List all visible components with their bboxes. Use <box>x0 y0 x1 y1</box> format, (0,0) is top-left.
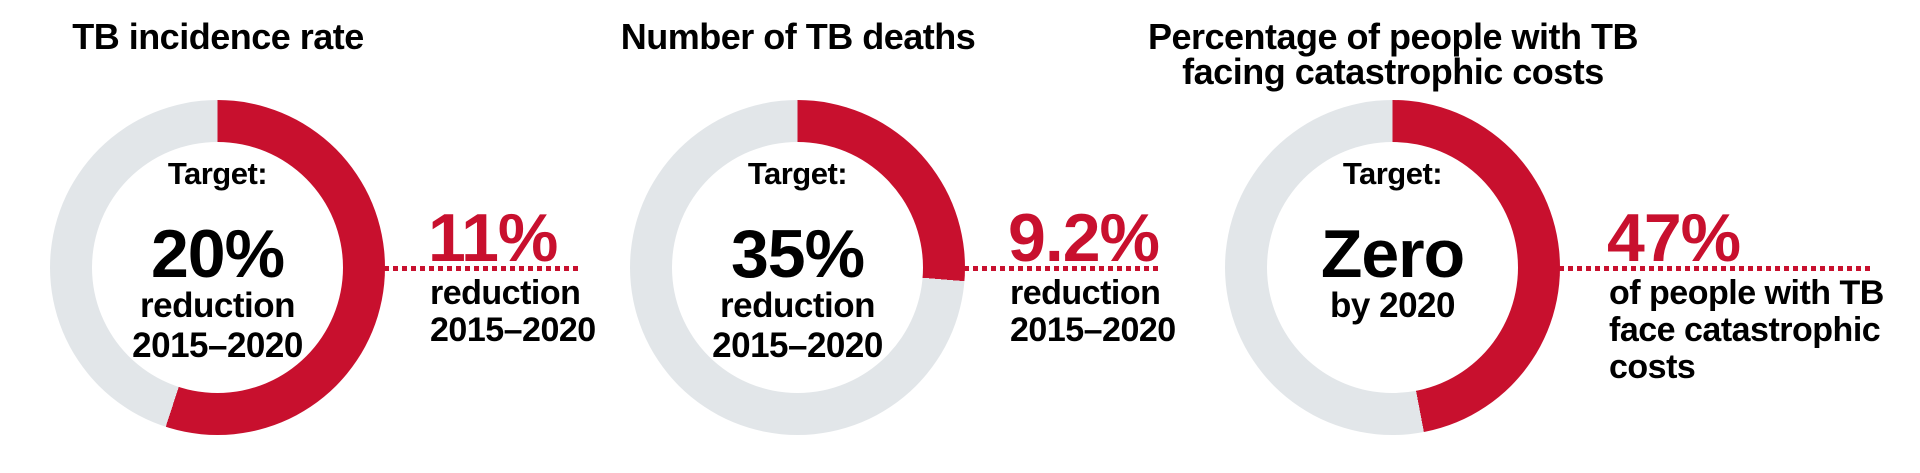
donut-target-value: 35% <box>730 216 865 292</box>
result-detail-line-3: costs <box>1609 348 1696 386</box>
donut-target-detail-line-1: by 2020 <box>1330 286 1455 325</box>
dotted-leader-line <box>1559 266 1871 271</box>
result-detail-line-1: of people with TB <box>1609 274 1884 312</box>
result-value: 11% <box>428 200 558 276</box>
result-detail: reduction 2015–2020 <box>1010 275 1330 349</box>
donut-chart-deaths <box>630 100 965 435</box>
panel-title: Percentage of people with TB facing catas… <box>1093 16 1693 92</box>
donut-target-detail: by 2020 <box>1225 286 1560 326</box>
donut-target-detail-line-2: 2015–2020 <box>712 326 883 365</box>
result-detail: reduction 2015–2020 <box>430 275 750 349</box>
panel-tb-deaths: Number of TB deaths Target: 35% reductio… <box>621 0 1330 473</box>
result-detail-line-2: face catastrophic <box>1609 311 1881 349</box>
donut-chart-catastrophic-costs <box>1225 100 1560 435</box>
donut-hole <box>672 142 923 393</box>
donut-chart-incidence <box>50 100 385 435</box>
donut-target-detail: reduction 2015–2020 <box>50 286 385 366</box>
result-detail-line-2: 2015–2020 <box>1010 311 1176 349</box>
panel-title-line-1: TB incidence rate <box>72 16 364 57</box>
panel-catastrophic-costs: Percentage of people with TB facing catas… <box>1148 0 1920 473</box>
donut-target-label: Target: <box>747 156 848 191</box>
donut-target-label: Target: <box>1342 156 1443 191</box>
donut-target-value: 20% <box>150 216 285 292</box>
result-detail-line-1: reduction <box>430 274 581 312</box>
donut-hole <box>92 142 343 393</box>
result-detail-line-1: reduction <box>1010 274 1161 312</box>
result-value: 47% <box>1607 200 1741 276</box>
panel-tb-incidence-rate: TB incidence rate Target: 20% reduction 2… <box>50 0 750 473</box>
panel-title: TB incidence rate <box>0 16 518 57</box>
donut-target-detail-line-1: reduction <box>140 286 295 325</box>
panel-title-line-1: Percentage of people with TB <box>1147 16 1639 57</box>
donut-hole <box>1267 142 1518 393</box>
panel-title-line-2: facing catastrophic costs <box>1182 51 1604 92</box>
donut-target-detail: reduction 2015–2020 <box>630 286 965 366</box>
dotted-leader-line <box>384 266 582 271</box>
result-value: 9.2% <box>1008 200 1160 276</box>
dotted-leader-line <box>964 266 1162 271</box>
donut-target-label: Target: <box>167 156 268 191</box>
donut-target-value: Zero <box>1320 216 1465 292</box>
panel-title-line-1: Number of TB deaths <box>620 16 976 57</box>
donut-target-detail-line-2: 2015–2020 <box>132 326 303 365</box>
panel-title: Number of TB deaths <box>498 16 1098 57</box>
result-detail-line-2: 2015–2020 <box>430 311 596 349</box>
result-detail: of people with TB face catastrophic costs <box>1609 275 1920 386</box>
donut-target-detail-line-1: reduction <box>720 286 875 325</box>
